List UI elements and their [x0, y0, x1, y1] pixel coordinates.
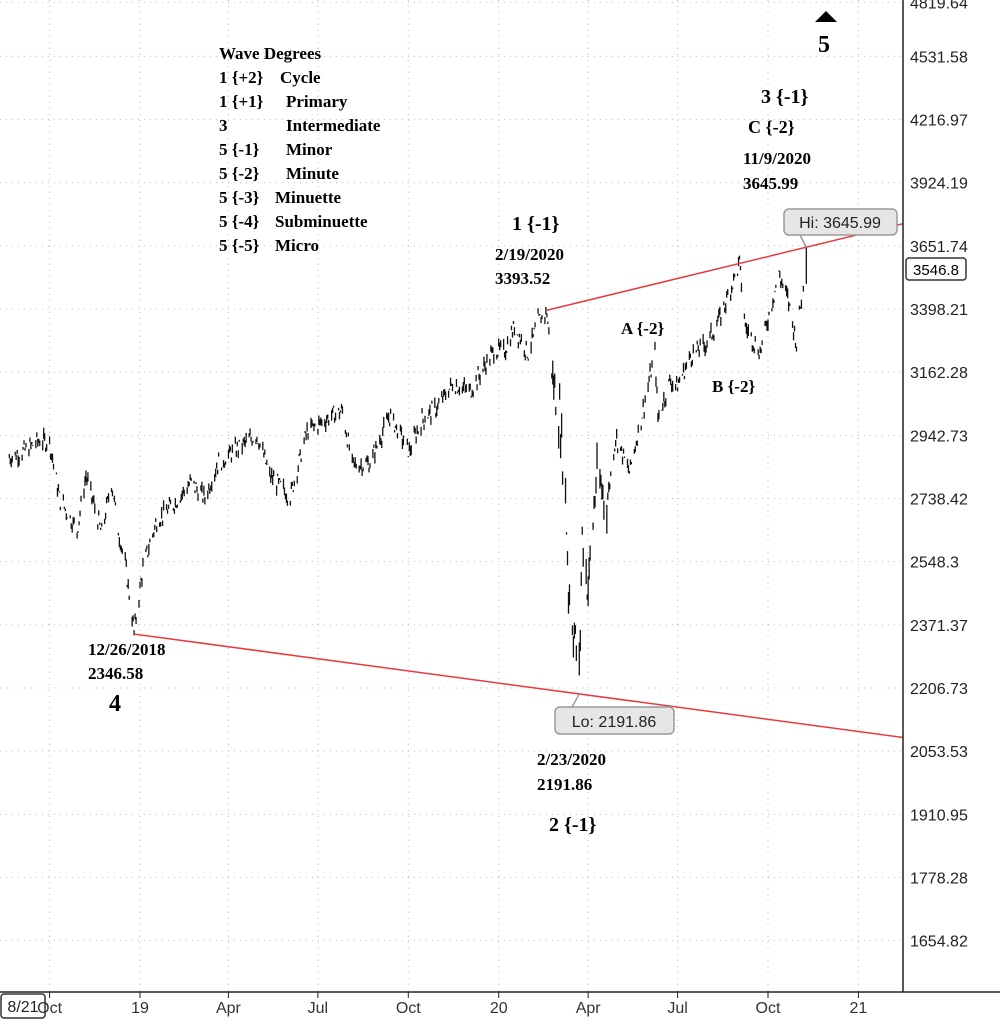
- wave-2-value: 2191.86: [537, 775, 592, 794]
- price-tick-label: 2206.73: [910, 681, 968, 698]
- time-tick-label: Apr: [216, 1000, 242, 1017]
- price-tick-label: 2548.3: [910, 555, 959, 572]
- time-tick-label: 20: [490, 1000, 508, 1017]
- price-tick-label: 3651.74: [910, 239, 968, 256]
- legend-code-subminuette: 5 {-4}: [219, 212, 260, 231]
- wave-3-value: 3645.99: [743, 174, 798, 193]
- high-callout-label: Hi: 3645.99: [799, 215, 881, 232]
- price-tick-label: 4819.64: [910, 0, 968, 12]
- high-callout-leader: [799, 234, 807, 248]
- legend-code-cycle: 1 {+2}: [219, 68, 264, 87]
- high-callout: Hi: 3645.99: [783, 208, 898, 248]
- lower-trendline[interactable]: [134, 633, 1000, 752]
- wave-1-value: 3393.52: [495, 269, 550, 288]
- wave-degree-legend: Wave Degrees 1 {+2} Cycle 1 {+1} Primary…: [219, 44, 381, 255]
- price-tick-label: 3398.21: [910, 302, 968, 319]
- time-tick-label: Oct: [756, 1000, 781, 1017]
- wave-4-value: 2346.58: [88, 664, 143, 683]
- wave-b-label: B {-2}: [712, 377, 755, 396]
- wave-5-label: 5: [818, 32, 830, 58]
- wave-2-label: 2 {-1}: [549, 814, 597, 836]
- legend-code-minuette: 5 {-3}: [219, 188, 260, 207]
- grid: [0, 0, 903, 992]
- price-tick-label: 2053.53: [910, 744, 968, 761]
- wave-3-label: 3 {-1}: [761, 86, 809, 108]
- price-tick-label: 1910.95: [910, 807, 968, 824]
- wave-3-date: 11/9/2020: [743, 149, 811, 168]
- price-tick-label: 1778.28: [910, 870, 968, 887]
- low-callout: Lo: 2191.86: [554, 693, 675, 735]
- price-axis[interactable]: 4819.64 4531.58 4216.97 3924.19 3651.74 3398.…: [910, 0, 968, 951]
- price-tick-label: 2942.73: [910, 428, 968, 445]
- legend-code-primary: 1 {+1}: [219, 92, 264, 111]
- time-tick-label: 19: [131, 1000, 149, 1017]
- legend-degree-minor: Minor: [286, 140, 333, 159]
- wave-1-date: 2/19/2020: [495, 245, 564, 264]
- time-tick-label: Jul: [308, 1000, 328, 1017]
- price-series: [8, 247, 807, 676]
- time-tick-label: Oct: [37, 1000, 62, 1017]
- low-callout-leader: [571, 693, 580, 708]
- legend-degree-cycle: Cycle: [280, 68, 321, 87]
- cursor-date-label: 8/21: [7, 999, 38, 1016]
- time-tick-label: Apr: [576, 1000, 602, 1017]
- price-tick-label: 1654.82: [910, 934, 968, 951]
- wave-3-annotation: 3 {-1} C {-2} 11/9/2020 3645.99: [743, 86, 811, 193]
- legend-code-minute: 5 {-2}: [219, 164, 260, 183]
- price-tick-label: 4216.97: [910, 113, 968, 130]
- legend-degree-micro: Micro: [275, 236, 319, 255]
- time-tick-label: Jul: [667, 1000, 687, 1017]
- high-callout-box: [783, 208, 898, 236]
- wave-4-date: 12/26/2018: [88, 640, 165, 659]
- price-tick-label: 2738.42: [910, 491, 968, 508]
- time-tick-label: Oct: [396, 1000, 421, 1017]
- time-tick-label: 21: [850, 1000, 868, 1017]
- wave-5-up-arrow-icon: [815, 11, 837, 22]
- wave-1-label: 1 {-1}: [512, 213, 560, 235]
- last-price-label: 3546.8: [913, 262, 959, 279]
- wave-c-label: C {-2}: [748, 117, 795, 137]
- last-price-box: [905, 257, 967, 281]
- price-tick-label: 4531.58: [910, 49, 968, 66]
- legend-code-minor: 5 {-1}: [219, 140, 260, 159]
- price-tick-label: 3162.28: [910, 365, 968, 382]
- legend-degree-intermediate: Intermediate: [286, 116, 381, 135]
- legend-code-intermediate: 3: [219, 116, 228, 135]
- wave-4-label: 4: [109, 691, 121, 717]
- legend-degree-minute: Minute: [286, 164, 339, 183]
- cursor-date-box: [0, 993, 46, 1019]
- legend-code-micro: 5 {-5}: [219, 236, 260, 255]
- wave-2-date: 2/23/2020: [537, 750, 606, 769]
- last-price-marker: 3546.8: [905, 257, 967, 281]
- price-tick-label: 3924.19: [910, 176, 968, 193]
- wave-5-annotation: 5: [815, 11, 837, 58]
- low-callout-box: [554, 706, 675, 735]
- wave-2-annotation: 2/23/2020 2191.86 2 {-1}: [537, 750, 606, 836]
- wave-1-annotation: 1 {-1} 2/19/2020 3393.52: [495, 213, 564, 288]
- legend-degree-primary: Primary: [286, 92, 348, 111]
- wave-a-label: A {-2}: [621, 319, 664, 338]
- legend-degree-minuette: Minuette: [275, 188, 342, 207]
- price-tick-label: 2371.37: [910, 618, 968, 635]
- low-callout-label: Lo: 2191.86: [572, 714, 657, 731]
- price-axis-background: [903, 0, 1000, 992]
- legend-degree-subminuette: Subminuette: [275, 212, 368, 231]
- legend-title: Wave Degrees: [219, 44, 322, 63]
- wave-4-annotation: 12/26/2018 2346.58 4: [88, 640, 165, 717]
